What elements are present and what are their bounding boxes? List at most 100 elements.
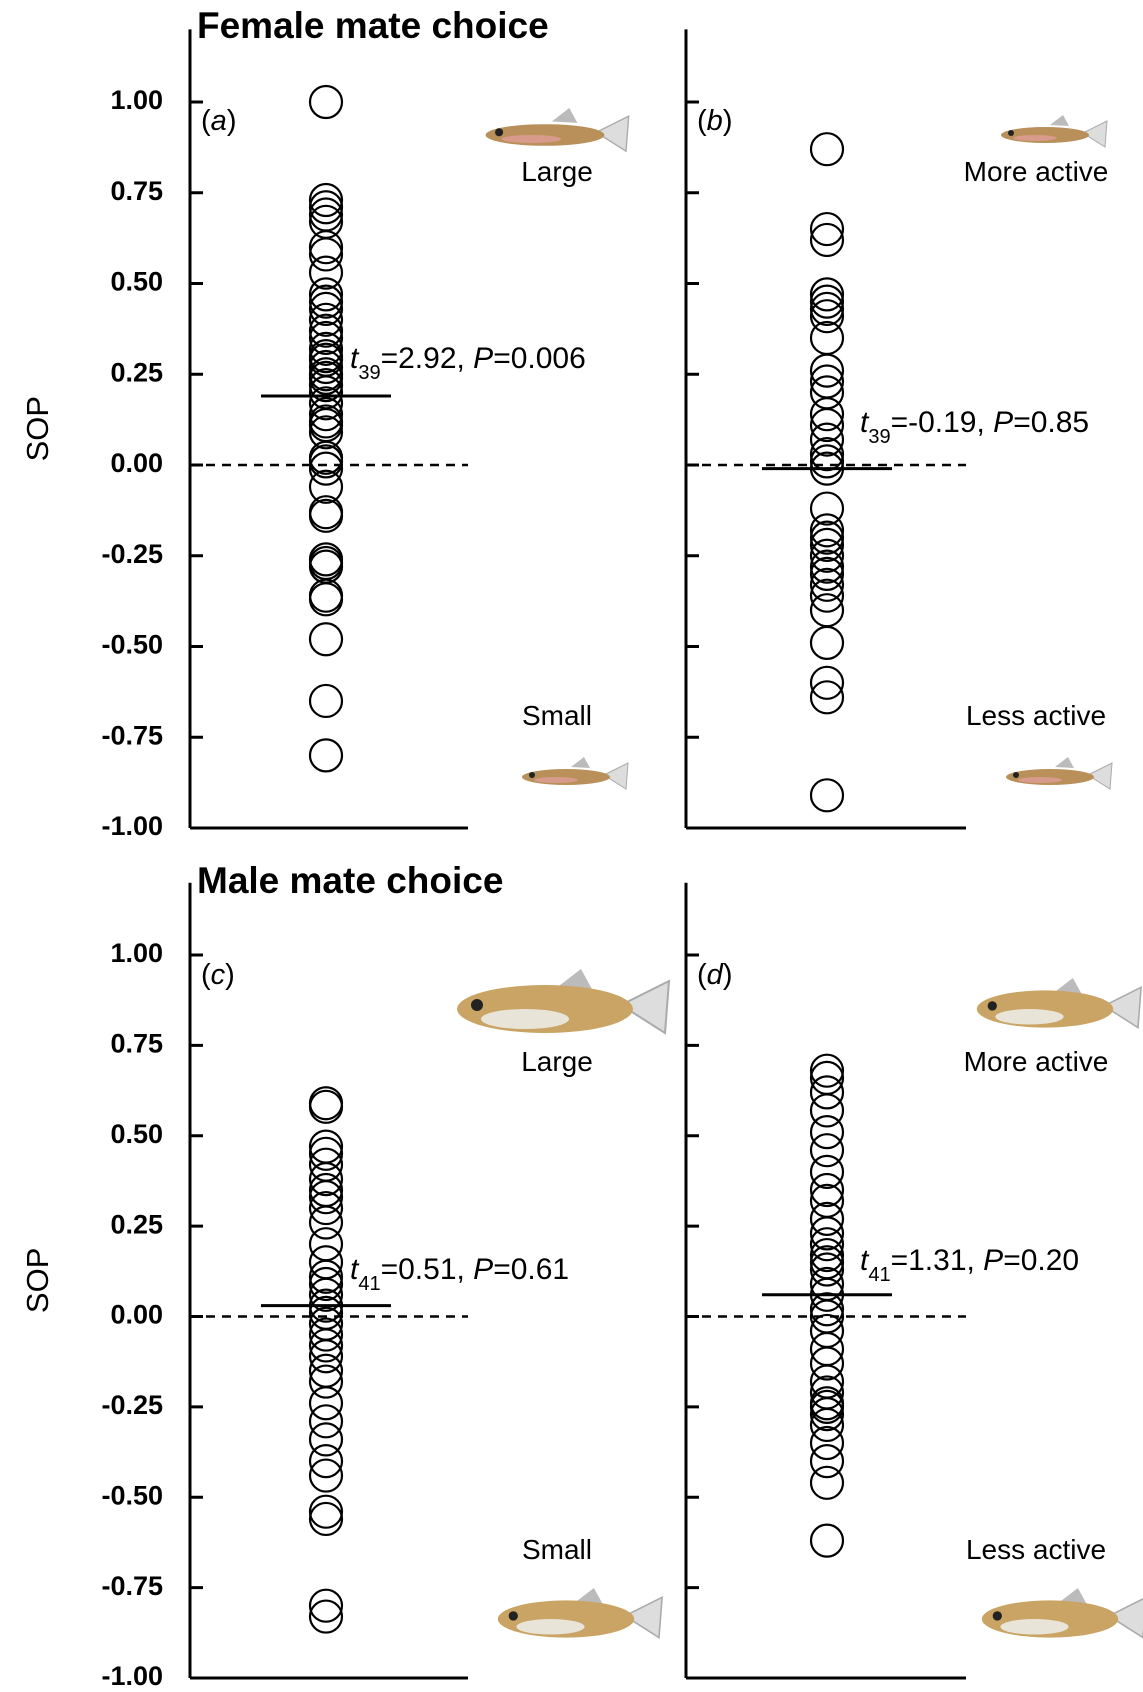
data-point [308, 1501, 344, 1537]
annotation-part: =0.61 [493, 1253, 569, 1286]
panel: -1.00 -0.75 -0.50 -0.25 0.00 0.25 0.50 0.75 1.00… [20, 860, 671, 1691]
test-annotation: t41=0.51, P=0.61 [350, 1253, 569, 1295]
fish-belly [1018, 777, 1062, 783]
fish-eye [1008, 130, 1014, 136]
data-point [308, 1599, 344, 1634]
data-point [809, 1154, 845, 1190]
annotation-part: =1.31, [891, 1244, 984, 1277]
data-point [308, 738, 344, 773]
data-point [809, 132, 845, 167]
fish-icon [976, 978, 1142, 1029]
panel-label-part: ) [225, 959, 235, 991]
annotation-part: =0.85 [1013, 406, 1089, 439]
data-point [809, 1227, 845, 1262]
panel-title: Male mate choice [197, 860, 503, 901]
panel: (b) More active Less active t39=-0.19, P=0.… [684, 29, 1113, 830]
fish-tail [618, 979, 671, 1035]
data-point [809, 1523, 845, 1558]
panel: (d) More active Less active t41=1.31, P=0.2… [684, 882, 1143, 1680]
annotation-part: 41 [358, 1273, 380, 1295]
fish-tail [623, 1595, 663, 1639]
data-point [809, 1093, 845, 1128]
annotation-part: P [473, 342, 493, 375]
y-tick-label: 0.75 [110, 176, 163, 206]
annotation-part: =0.20 [1003, 1244, 1079, 1277]
data-point [809, 422, 845, 457]
data-point [809, 1053, 845, 1088]
data-point [308, 84, 344, 120]
data-point [809, 538, 845, 573]
data-point [809, 1397, 845, 1432]
data-point [809, 1443, 845, 1479]
fish-eye [495, 128, 504, 137]
fish-belly [1000, 1619, 1069, 1635]
data-point [308, 1443, 344, 1479]
data-point [809, 491, 845, 526]
fish-icon [457, 969, 671, 1035]
data-point [809, 1331, 845, 1367]
bottom-label: Small [522, 700, 592, 731]
fish-fin [1052, 978, 1083, 996]
panel-label-part: ( [697, 105, 707, 137]
data-point [809, 291, 845, 327]
data-point [308, 360, 344, 395]
test-annotation: t39=-0.19, P=0.85 [860, 406, 1089, 448]
data-point [809, 1292, 845, 1327]
fish-fin [551, 108, 578, 123]
data-point [809, 1465, 845, 1500]
fish-icon [981, 1588, 1143, 1639]
data-point [308, 1162, 344, 1197]
fish-eye [1013, 772, 1019, 778]
panel-label-part: ( [201, 959, 211, 991]
data-point [308, 349, 344, 385]
fish-belly [1013, 135, 1057, 141]
fish-eye [471, 999, 483, 1011]
fish-icon [522, 757, 629, 790]
data-point [308, 683, 344, 719]
fish-tail [1107, 1597, 1143, 1639]
data-point [809, 513, 845, 548]
data-point [809, 1172, 845, 1208]
panel-label: (a) [201, 105, 236, 137]
panel-label-part: c [211, 959, 226, 991]
data-point [809, 625, 845, 660]
annotation-part: 41 [868, 1264, 890, 1286]
panel-label: (c) [201, 959, 235, 991]
test-annotation: t41=1.31, P=0.20 [860, 1244, 1079, 1286]
fish-belly [501, 135, 562, 144]
fish-eye [529, 772, 535, 778]
data-point [809, 299, 845, 334]
data-point [308, 302, 344, 337]
fish-belly [995, 1009, 1064, 1025]
data-point [809, 1237, 845, 1273]
data-point [809, 1060, 845, 1096]
annotation-part: =0.006 [493, 342, 586, 375]
panel-title: Female mate choice [197, 5, 549, 46]
data-point [308, 542, 344, 577]
fish-tail [594, 114, 630, 153]
data-point [308, 469, 344, 504]
fish-fin [1050, 115, 1069, 126]
fish-tail [1086, 762, 1113, 790]
data-point [308, 368, 344, 403]
panel-label-part: b [707, 105, 723, 137]
data-point [308, 1190, 344, 1226]
panel: -1.00 -0.75 -0.50 -0.25 0.00 0.25 0.50 0.75 1.00… [20, 5, 630, 841]
data-point [308, 277, 344, 312]
bottom-label: Small [522, 1534, 592, 1565]
data-point [809, 211, 845, 247]
fish-fin [1055, 757, 1074, 768]
annotation-part: P [473, 1253, 493, 1286]
data-point [308, 578, 344, 613]
y-tick-label: -0.50 [101, 630, 163, 660]
y-axis-label: SOP [20, 1248, 55, 1313]
y-tick-label: -0.50 [101, 1480, 163, 1510]
data-point [809, 527, 845, 562]
y-tick-label: 0.75 [110, 1029, 163, 1059]
bottom-label: Less active [966, 700, 1106, 731]
data-point [308, 1317, 344, 1352]
annotation-part: =2.92, [381, 342, 474, 375]
annotation-part: P [993, 406, 1013, 439]
data-point [809, 1252, 845, 1287]
